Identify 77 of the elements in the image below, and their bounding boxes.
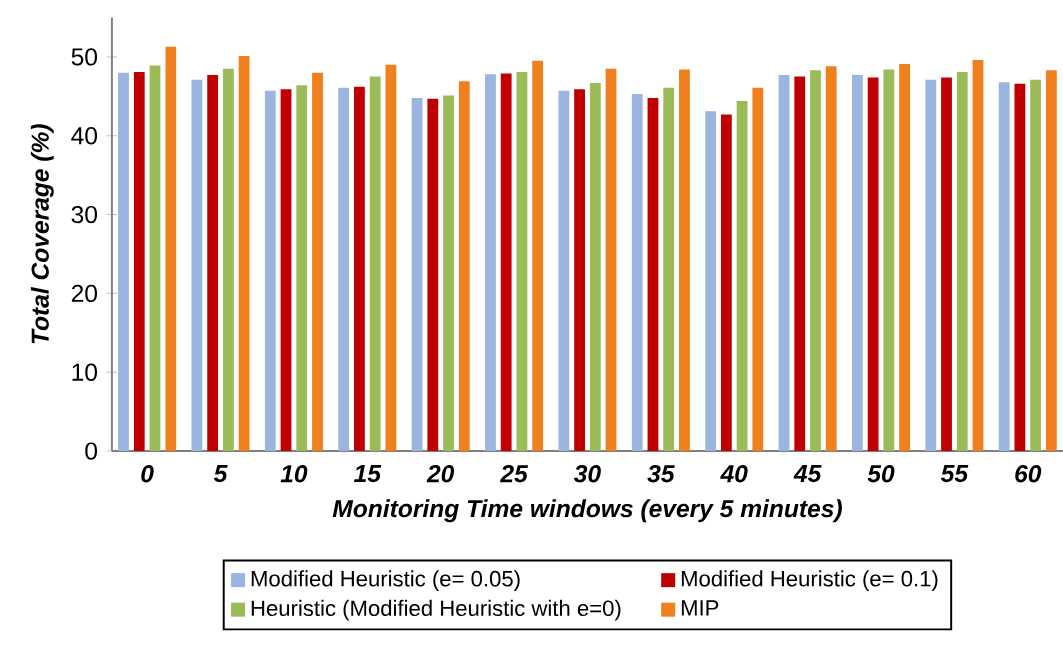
bar	[810, 70, 821, 451]
bar	[941, 77, 952, 451]
bar	[647, 97, 659, 451]
y-tick-label: 10	[72, 363, 98, 381]
bar	[899, 63, 910, 451]
x-tick-label: 40	[720, 464, 748, 483]
bar	[411, 97, 423, 451]
bar	[338, 87, 350, 451]
x-tick-label: 45	[793, 464, 822, 482]
bar	[1045, 70, 1057, 451]
x-tick-label: 10	[280, 464, 308, 483]
bar	[778, 74, 790, 451]
bar	[458, 81, 470, 451]
bar	[558, 90, 570, 451]
bar	[191, 79, 203, 451]
x-tick-label: 20	[426, 464, 455, 483]
bar	[825, 66, 837, 451]
bar	[663, 87, 675, 451]
bar	[720, 114, 732, 451]
x-tick-label: 25	[500, 464, 529, 483]
bar	[264, 90, 276, 451]
bar	[574, 89, 585, 451]
bar	[500, 73, 512, 451]
bar	[238, 55, 250, 451]
x-tick-label: 0	[141, 464, 154, 483]
y-tick-label: 20	[71, 284, 98, 302]
x-tick-label: 50	[867, 464, 895, 483]
bar	[354, 86, 365, 451]
bar	[280, 89, 292, 451]
bar	[133, 71, 145, 451]
y-tick-label: 0	[85, 442, 98, 460]
bar	[867, 77, 879, 451]
legend-label: MIP	[681, 600, 719, 616]
bar	[998, 81, 1010, 451]
x-axis-title: Monitoring Time windows (every 5 minutes)	[332, 499, 842, 523]
bar	[1030, 79, 1042, 451]
bar	[485, 74, 496, 451]
bar	[369, 76, 381, 451]
bar	[736, 100, 748, 451]
bar	[427, 98, 439, 451]
bar	[972, 59, 984, 451]
bar	[883, 69, 895, 451]
bar	[312, 72, 323, 451]
bar	[222, 68, 234, 451]
bar	[118, 72, 129, 451]
bar	[296, 85, 308, 451]
legend-label: Heuristic (Modified Heuristic with e=0)	[251, 599, 621, 621]
bar	[956, 71, 968, 451]
bar	[443, 95, 454, 451]
legend-label: Modified Heuristic (e= 0.1)	[681, 570, 938, 591]
y-tick-label: 30	[71, 205, 98, 224]
bar	[516, 71, 528, 451]
y-tick-label: 40	[71, 126, 98, 145]
bar	[385, 64, 397, 451]
bar	[705, 111, 717, 451]
y-axis-title: Total Coverage (%)	[30, 123, 54, 344]
bar	[925, 79, 937, 451]
bar	[631, 93, 643, 451]
x-tick-label: 30	[573, 464, 601, 483]
x-tick-label: 5	[213, 464, 228, 482]
bar	[752, 87, 764, 451]
bar	[794, 76, 806, 451]
bar	[149, 65, 161, 451]
bar	[165, 46, 177, 451]
bar	[679, 69, 690, 451]
x-tick-label: 60	[1015, 464, 1042, 483]
x-tick-label: 55	[940, 464, 969, 482]
bar	[589, 82, 601, 451]
y-tick-label: 50	[71, 48, 98, 66]
bar	[1014, 83, 1026, 451]
bar	[605, 68, 617, 451]
bar	[851, 74, 863, 451]
bar	[207, 74, 219, 451]
legend-label: Modified Heuristic (e= 0.05)	[251, 570, 520, 591]
x-tick-label: 35	[647, 464, 675, 483]
x-tick-label: 15	[354, 464, 382, 482]
bar	[532, 60, 544, 451]
